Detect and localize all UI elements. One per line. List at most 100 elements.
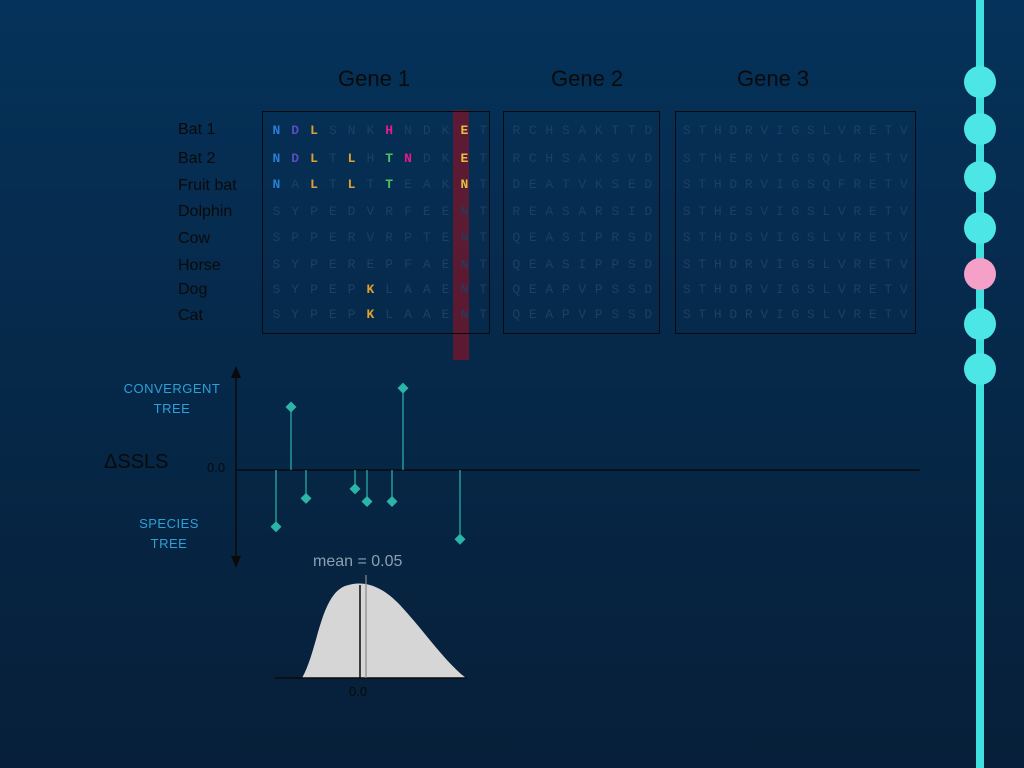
residue: P bbox=[385, 257, 394, 272]
residue: A bbox=[422, 307, 431, 322]
species-label-bat-2: Bat 2 bbox=[178, 150, 216, 167]
residue: T bbox=[884, 204, 893, 219]
residue: L bbox=[310, 151, 318, 166]
residue: H bbox=[713, 282, 722, 297]
residue: R bbox=[853, 177, 862, 192]
residue: L bbox=[822, 282, 831, 297]
residue: H bbox=[713, 123, 722, 138]
residue: V bbox=[578, 177, 587, 192]
residue: I bbox=[578, 257, 587, 272]
residue: V bbox=[760, 204, 769, 219]
timeline-dot[interactable] bbox=[964, 161, 996, 193]
mean-label: mean = 0.05 bbox=[313, 553, 403, 570]
residue: S bbox=[611, 307, 620, 322]
residue: Q bbox=[822, 151, 831, 166]
residue: S bbox=[627, 282, 636, 297]
timeline-dot[interactable] bbox=[964, 113, 996, 145]
residue: A bbox=[545, 177, 554, 192]
residue: R bbox=[385, 204, 394, 219]
residue: T bbox=[479, 177, 488, 192]
residue: T bbox=[611, 123, 620, 138]
residue: L bbox=[822, 230, 831, 245]
timeline-dot[interactable] bbox=[964, 258, 996, 290]
residue: D bbox=[644, 307, 653, 322]
residue: S bbox=[561, 123, 570, 138]
residue: E bbox=[868, 257, 877, 272]
residue: V bbox=[627, 151, 636, 166]
residue: H bbox=[713, 204, 722, 219]
residue: R bbox=[853, 151, 862, 166]
residue: S bbox=[561, 204, 570, 219]
species-tree-label: SPECIES TREE bbox=[139, 516, 199, 551]
residue: D bbox=[291, 151, 300, 166]
residue: P bbox=[310, 204, 318, 219]
residue: S bbox=[627, 307, 636, 322]
residue: V bbox=[760, 177, 769, 192]
residue: E bbox=[328, 282, 337, 297]
residue: N bbox=[460, 230, 469, 245]
timeline-dot[interactable] bbox=[964, 353, 996, 385]
residue: D bbox=[729, 307, 738, 322]
residue: A bbox=[545, 307, 554, 322]
residue: E bbox=[868, 123, 877, 138]
residue: S bbox=[627, 230, 636, 245]
residue: E bbox=[366, 257, 375, 272]
residue: P bbox=[347, 282, 356, 297]
residue: D bbox=[729, 123, 738, 138]
residue: I bbox=[775, 151, 784, 166]
residue: R bbox=[853, 282, 862, 297]
residue: P bbox=[310, 307, 318, 322]
residue: F bbox=[404, 204, 412, 219]
residue: V bbox=[899, 230, 908, 245]
residue: T bbox=[479, 151, 488, 166]
residue: D bbox=[512, 177, 521, 192]
residue: S bbox=[806, 230, 815, 245]
residue: N bbox=[460, 204, 469, 219]
residue: K bbox=[441, 151, 450, 166]
residue: K bbox=[366, 307, 375, 322]
residue: P bbox=[594, 282, 603, 297]
residue: E bbox=[328, 230, 337, 245]
residue: S bbox=[806, 204, 815, 219]
residue: R bbox=[611, 230, 620, 245]
residue: T bbox=[698, 204, 707, 219]
residue: S bbox=[682, 151, 691, 166]
residue: K bbox=[366, 282, 375, 297]
residue: H bbox=[713, 307, 722, 322]
residue: F bbox=[404, 257, 412, 272]
timeline-dot[interactable] bbox=[964, 212, 996, 244]
data-point bbox=[361, 496, 373, 507]
residue: G bbox=[791, 307, 800, 322]
residue: P bbox=[347, 307, 356, 322]
residue: A bbox=[545, 230, 554, 245]
residue: F bbox=[837, 177, 846, 192]
residue: V bbox=[760, 257, 769, 272]
timeline-dot[interactable] bbox=[964, 66, 996, 98]
residue: S bbox=[806, 177, 815, 192]
residue: E bbox=[528, 230, 537, 245]
residue: S bbox=[806, 123, 815, 138]
residue: G bbox=[791, 151, 800, 166]
residue: T bbox=[479, 282, 488, 297]
residue: N bbox=[347, 123, 356, 138]
residue: P bbox=[594, 257, 603, 272]
timeline-dot[interactable] bbox=[964, 308, 996, 340]
data-point bbox=[397, 382, 409, 394]
residue: D bbox=[729, 282, 738, 297]
gene-3-title: Gene 3 bbox=[737, 66, 810, 91]
residue: R bbox=[853, 230, 862, 245]
residue: N bbox=[460, 257, 469, 272]
residue: S bbox=[806, 257, 815, 272]
convergent-tree-label: CONVERGENT TREE bbox=[123, 381, 221, 416]
residue: A bbox=[545, 204, 554, 219]
residue: V bbox=[760, 230, 769, 245]
residue: G bbox=[791, 282, 800, 297]
residue: L bbox=[837, 151, 846, 166]
residue: P bbox=[404, 230, 412, 245]
residue: V bbox=[899, 257, 908, 272]
residue: E bbox=[422, 204, 431, 219]
